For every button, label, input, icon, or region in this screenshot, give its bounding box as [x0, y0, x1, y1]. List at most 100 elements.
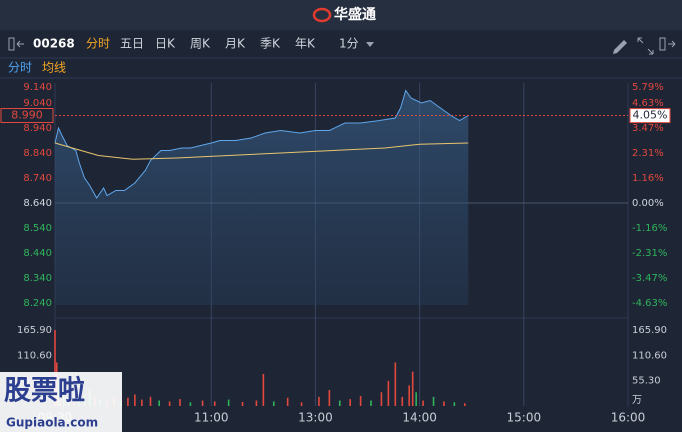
brand: 华盛通 [334, 6, 376, 23]
y-tick-label: 9.040 [23, 98, 52, 109]
volume-bar [359, 395, 362, 406]
volume-bar [463, 403, 466, 406]
volume-bar [272, 401, 275, 406]
tab[interactable]: 五日 [120, 37, 144, 51]
volume-bar [286, 397, 289, 406]
price-line [54, 89, 469, 199]
y-tick-label: 8.440 [23, 248, 52, 259]
volume-bar [328, 389, 331, 406]
subtab[interactable]: 均线 [42, 61, 66, 75]
x-tick-label: 15:00 [507, 411, 542, 425]
collapse-icon[interactable] [8, 37, 15, 51]
volume-bar [453, 402, 456, 406]
volume-bar [394, 362, 397, 406]
volume-bar [149, 396, 152, 406]
volume-bar [134, 394, 136, 406]
volume-tick-label: 165.90 [632, 325, 667, 336]
last-price: 8.990 [11, 109, 43, 122]
header-bar [0, 0, 682, 30]
tab[interactable]: 月K [225, 37, 246, 51]
tab[interactable]: 季K [260, 37, 281, 51]
volume-bar [255, 400, 258, 406]
last-price-box [0, 108, 54, 123]
volume-bar [227, 399, 230, 406]
x-tick-label: 11:00 [194, 411, 229, 425]
volume-unit: 万 [632, 395, 642, 406]
forward-icon[interactable] [668, 40, 676, 48]
y-tick-label: 8.840 [23, 148, 52, 159]
y2-tick-label: 3.47% [632, 123, 664, 134]
tab[interactable]: 周K [190, 37, 211, 51]
x-tick-label: 16:00 [611, 411, 646, 425]
y2-tick-label: 5.79% [632, 82, 664, 93]
volume-bar [189, 402, 192, 406]
y2-tick-label: 4.63% [632, 98, 664, 109]
volume-bar [127, 397, 129, 406]
y2-tick-label: -3.47% [632, 273, 667, 284]
volume-bar [213, 401, 216, 406]
volume-bar [241, 401, 244, 406]
y2-tick-label: -1.16% [632, 223, 667, 234]
interval-select[interactable]: 1分 [339, 37, 359, 51]
y2-tick-label: 2.31% [632, 148, 664, 159]
y-tick-label: 8.940 [23, 123, 52, 134]
volume-bar [300, 402, 303, 406]
volume-bar [422, 400, 424, 406]
draw-icon[interactable] [613, 40, 627, 54]
volume-bar [158, 400, 160, 406]
toolbar [0, 30, 682, 58]
y2-tick-label: 0.00% [632, 198, 664, 209]
watermark: 股票啦 Gupiaola.com [0, 372, 122, 432]
x-tick-label: 13:00 [298, 411, 333, 425]
volume-bar [318, 396, 320, 406]
price-area [55, 90, 469, 305]
expand-icon[interactable] [637, 37, 654, 55]
tab[interactable]: 分时 [86, 37, 110, 51]
watermark-bg [0, 372, 122, 432]
volume-tick-label: 55.30 [632, 376, 661, 387]
volume-bar [432, 396, 435, 406]
volume-bar [349, 399, 351, 406]
y-tick-label: 8.740 [23, 173, 52, 184]
x-tick-label: 14:00 [402, 411, 437, 425]
y2-tick-label: -4.63% [632, 298, 667, 309]
y2-tick-label: 1.16% [632, 173, 664, 184]
y-tick-label: 8.540 [23, 223, 52, 234]
logo-icon [312, 7, 332, 23]
volume-tick-label: 110.60 [17, 350, 52, 361]
volume-bar [380, 392, 383, 406]
y-tick-label: 8.240 [23, 298, 52, 309]
tab[interactable]: 日K [155, 37, 176, 51]
tab[interactable]: 年K [295, 37, 316, 51]
last-pct: 4.05% [633, 109, 668, 122]
y-tick-label: 8.640 [23, 198, 52, 209]
volume-bar [141, 399, 143, 406]
volume-bar [408, 385, 411, 406]
volume-bar [387, 380, 390, 406]
volume-bar [415, 392, 417, 406]
y2-tick-label: -2.31% [632, 248, 667, 259]
dropdown-arrow[interactable] [366, 42, 374, 47]
volume-bar [411, 371, 414, 406]
y-tick-label: 9.140 [23, 82, 52, 93]
volume-tick-label: 165.90 [17, 325, 52, 336]
volume-bar [370, 400, 372, 406]
y-tick-label: 8.340 [23, 273, 52, 284]
watermark-site: Gupiaola.com [6, 416, 98, 430]
volume-bar [338, 400, 341, 406]
volume-bar [168, 401, 171, 406]
panel-icon[interactable] [659, 37, 666, 51]
average-line [54, 142, 469, 160]
volume-bar [179, 399, 181, 406]
subtab[interactable]: 分时 [8, 61, 32, 75]
stock-code: 00268 [33, 37, 75, 51]
volume-bar [262, 373, 265, 406]
volume-bar [201, 400, 204, 406]
last-pct-box [629, 108, 671, 124]
back-icon[interactable] [16, 40, 24, 48]
volume-bar [443, 401, 445, 406]
volume-tick-label: 110.60 [632, 350, 667, 361]
volume-bar [401, 396, 404, 406]
volume-bar [54, 330, 56, 406]
watermark-text: 股票啦 [4, 375, 85, 407]
